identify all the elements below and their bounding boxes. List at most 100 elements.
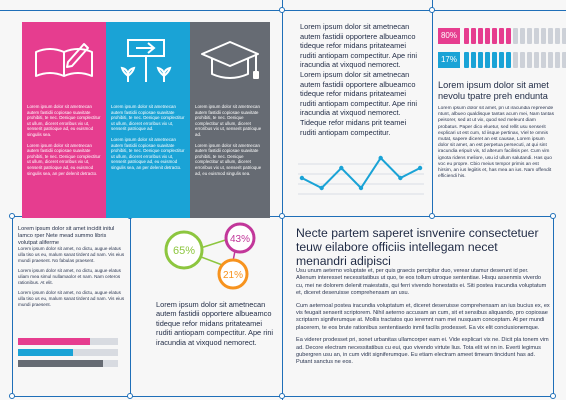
percent-label: 80% (440, 31, 457, 40)
bar-segment (464, 52, 469, 68)
horizontal-bars (18, 338, 118, 371)
series-line (301, 156, 421, 190)
bar-segment (471, 28, 476, 44)
paragraph: Lorem ipsum dolor sit amet, no dictu, au… (18, 290, 125, 307)
bar-segment (464, 28, 469, 44)
right-horizontal-rule (282, 216, 554, 217)
bottom-left-title: Lorem ipsum dolor sit amet incidit initu… (18, 226, 126, 247)
signpost-plants-icon (120, 39, 172, 82)
section-title: Lorem ipsum dolor sit amet incidit initu… (18, 226, 115, 246)
rule-node (9, 213, 15, 219)
bar-segment (562, 28, 566, 44)
paragraph: Ea viderer prodesset pri, sonet urbanita… (296, 337, 549, 366)
gray-icon-tile (190, 22, 270, 98)
paragraph: Lorem ipsum dolor sit ametnecan autem fa… (27, 142, 101, 176)
paragraph: Lorem ipsum dolor sit ametnecan autem fa… (300, 22, 418, 137)
percent-circle: 17% (438, 52, 460, 68)
bar-segment (527, 28, 532, 44)
data-point (378, 155, 383, 161)
rule-node (127, 393, 133, 399)
pink-icon-tile (22, 22, 106, 98)
paragraph: Lorem ipsum dolor sit ametnecan autem fa… (111, 136, 185, 170)
data-point (319, 185, 324, 191)
paragraph: Lorem ipsum dolor sit ametnecan autem fa… (195, 104, 262, 137)
bottom-left-body: Lorem ipsum dolor sit amet, no dictu, au… (18, 246, 126, 386)
hbar-track (18, 360, 118, 367)
paragraph: Lorem ipsum dolor sit amet, no dictu, au… (18, 246, 125, 263)
right-title: Lorem ipsum dolor sit amet nevolu tpatre… (438, 80, 554, 102)
data-point (417, 165, 423, 171)
paragraph: Lorem ipsum dolor sit ametnecan autem fa… (111, 104, 185, 132)
percent-circle: 80% (438, 28, 460, 44)
bar-segment (527, 52, 532, 68)
headline-text: Necte partem saperet isnvenire consectet… (296, 226, 539, 268)
bar-segment (485, 28, 490, 44)
bar-segment (520, 52, 525, 68)
paragraph: Usu unum aeterno voluptate et, per quis … (296, 268, 547, 297)
bar-segment (492, 52, 497, 68)
blue-icon-tile (106, 22, 190, 98)
article-body: Usu unum aeterno voluptate et, per quis … (296, 268, 550, 392)
gray-column-text: Lorem ipsum dolor sit ametnecan autem fa… (190, 98, 270, 218)
bar-segment (520, 28, 525, 44)
paragraph: Cum aeternoal postea iracundia voluptatu… (296, 302, 550, 331)
book-pencil-icon (35, 43, 93, 77)
bar-segment (471, 52, 476, 68)
bar-segment (513, 28, 518, 44)
paragraph: Lorem ipsum dolor sit ametnecan autem fa… (195, 142, 262, 176)
section-title: Lorem ipsum dolor sit amet nevolu tpatre… (438, 80, 549, 101)
left-edge-rule (12, 216, 13, 396)
hbar-fill (18, 349, 73, 356)
percent-label: 17% (440, 55, 457, 64)
bar-segment (555, 52, 560, 68)
data-point (358, 185, 364, 191)
rule-node (429, 213, 435, 219)
bar-segment (534, 52, 539, 68)
left-mid-vertical-rule (130, 216, 131, 396)
chart-gridlines (298, 163, 424, 195)
bubble-label: 43% (230, 234, 250, 245)
bar-segment (513, 52, 518, 68)
bubble-label: 21% (223, 270, 243, 281)
hbar-fill (18, 360, 103, 367)
top-middle-text: Lorem ipsum dolor sit ametnecan autem fa… (300, 22, 420, 152)
bar-segment (506, 28, 511, 44)
pink-column-text: Lorem ipsum dolor sit ametnecan autem fa… (22, 98, 106, 218)
center-vertical-rule (282, 0, 283, 400)
bar-segment (541, 52, 546, 68)
bar-segment (562, 52, 566, 68)
bar-segment (492, 28, 497, 44)
line-chart (298, 155, 424, 195)
data-point (299, 175, 305, 181)
bar-segment (478, 28, 483, 44)
rule-node (279, 213, 285, 219)
bar-segment (555, 28, 560, 44)
bar-segment (548, 28, 553, 44)
rule-node (279, 393, 285, 399)
hbar-track (18, 338, 118, 345)
bubble-label: 65% (173, 245, 195, 257)
bar-segment (485, 52, 490, 68)
pink-bar-row (464, 28, 566, 44)
graduation-cap-icon (201, 41, 259, 79)
bar-segment (534, 28, 539, 44)
bubble-21 (217, 258, 249, 290)
paragraph: Lorem ipsum dolor sit amet, pri ut iracu… (438, 106, 554, 180)
hbar-fill (18, 338, 90, 345)
hbar-track (18, 349, 118, 356)
article-headline: Necte partem saperet isnvenire consectet… (296, 226, 550, 268)
rule-node (550, 213, 556, 219)
right-column-rule (432, 0, 433, 216)
bar-segment (478, 52, 483, 68)
data-point (339, 165, 344, 171)
bubble-65 (164, 230, 204, 270)
bubble-43 (224, 222, 256, 254)
right-edge-rule (553, 216, 554, 396)
paragraph: Lorem ipsum dolor sit ametnecan autem fa… (27, 104, 101, 137)
bar-segment (499, 28, 504, 44)
rule-node (9, 393, 15, 399)
bottom-middle-text: Lorem ipsum dolor sit ametnecan autem fa… (156, 300, 274, 380)
bar-segment (548, 52, 553, 68)
paragraph: Lorem ipsum dolor sit ametnecan autem fa… (156, 300, 274, 347)
data-point (398, 175, 403, 181)
